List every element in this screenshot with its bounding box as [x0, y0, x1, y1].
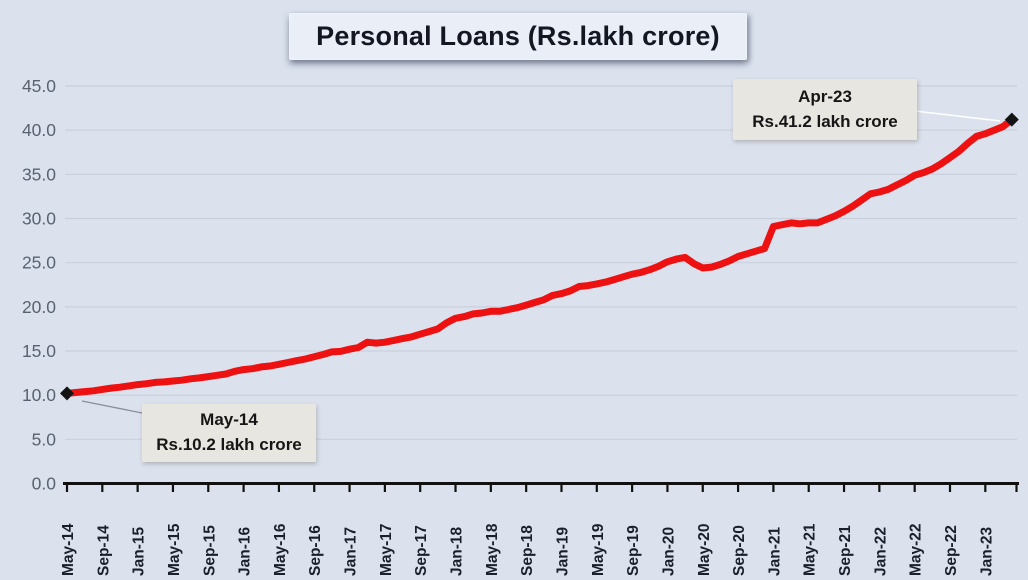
- annotation-end-value: Rs.41.2 lakh crore: [752, 111, 898, 131]
- y-tick-label: 5.0: [32, 429, 57, 449]
- chart-title: Personal Loans (Rs.lakh crore): [289, 13, 747, 60]
- y-tick-label: 35.0: [22, 164, 56, 184]
- y-tick-label: 30.0: [22, 209, 56, 229]
- leader-line-start: [81, 400, 153, 416]
- annotation-end-date: Apr-23: [798, 86, 852, 106]
- y-tick-label: 0.0: [32, 474, 57, 494]
- y-tick-label: 40.0: [22, 120, 56, 140]
- x-tick-label: May-17: [378, 523, 395, 576]
- leader-line-end: [914, 110, 1001, 122]
- x-tick-label: May-21: [802, 523, 819, 576]
- end-marker: [1004, 112, 1019, 127]
- x-tick-label: Sep-16: [307, 525, 324, 576]
- annotation-start-date: May-14: [200, 410, 258, 430]
- x-tick-label: Sep-21: [837, 525, 854, 576]
- y-tick-label: 10.0: [22, 385, 56, 405]
- x-tick-label: May-18: [484, 523, 501, 576]
- x-tick-label: Jan-22: [872, 527, 889, 576]
- x-tick-label: May-14: [60, 523, 77, 576]
- x-tick-label: Jan-15: [131, 527, 148, 576]
- x-tick-label: Jan-18: [449, 527, 466, 576]
- annotation-end: Apr-23 Rs.41.2 lakh crore: [733, 79, 917, 140]
- y-tick-label: 15.0: [22, 341, 56, 361]
- annotation-start-value: Rs.10.2 lakh crore: [156, 435, 302, 454]
- x-tick-label: Jan-19: [554, 527, 571, 576]
- x-tick-label: May-19: [590, 523, 607, 576]
- x-tick-label: Sep-14: [95, 525, 112, 576]
- x-tick-label: May-16: [272, 523, 289, 576]
- x-tick-label: Sep-20: [731, 525, 748, 576]
- start-marker: [60, 386, 74, 401]
- x-tick-label: Sep-18: [519, 525, 536, 576]
- y-tick-label: 25.0: [22, 253, 56, 273]
- x-tick-label: Sep-19: [625, 525, 642, 576]
- x-tick-label: Sep-15: [201, 525, 218, 576]
- loans-data-line: [63, 116, 1016, 397]
- x-tick-label: May-20: [696, 523, 713, 576]
- x-tick-label: Sep-22: [943, 525, 960, 576]
- x-tick-label: Sep-17: [413, 525, 430, 576]
- y-tick-label: 45.0: [22, 76, 56, 96]
- x-tick-label: May-22: [908, 523, 925, 576]
- x-tick-label: Jan-23: [978, 527, 995, 576]
- x-tick-label: Jan-20: [660, 527, 677, 576]
- x-tick-label: Jan-17: [343, 527, 360, 576]
- y-tick-label: 20.0: [22, 297, 56, 317]
- x-tick-label: Jan-21: [766, 527, 783, 576]
- x-tick-label: May-15: [166, 523, 183, 576]
- annotation-start: May-14 Rs.10.2 lakh crore: [142, 404, 316, 462]
- x-tick-label: Jan-16: [237, 527, 254, 576]
